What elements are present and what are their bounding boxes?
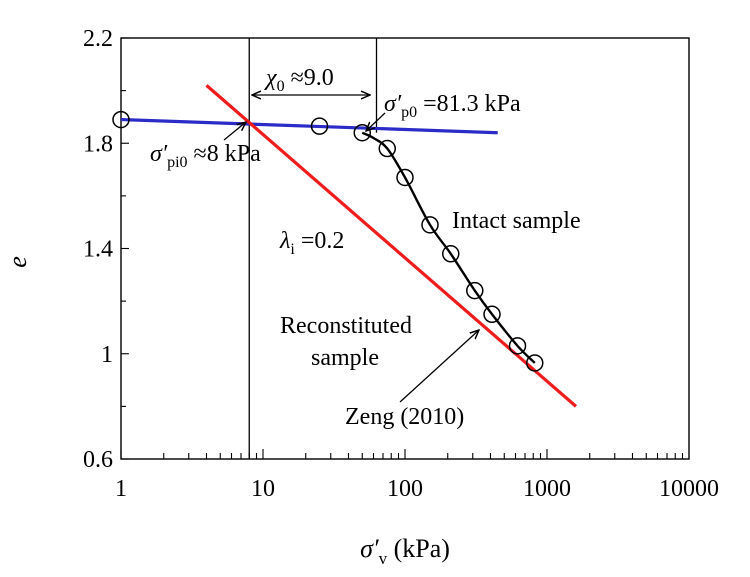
sigma-pi0-arrow [223, 122, 246, 141]
intact-sample-point [442, 245, 460, 263]
y-tick-label: 1.4 [83, 237, 113, 263]
intact-sample-point [378, 139, 397, 158]
sigma-p0-arrow [366, 112, 386, 131]
intact-sample-point [353, 123, 372, 142]
reconstituted-label-line2: sample [311, 345, 379, 371]
x-tick-label: 1000 [523, 476, 571, 502]
sigma-p0-annotation: σ′p0 =81.3 kPa [384, 91, 521, 121]
x-tick-label: 10000 [659, 476, 719, 502]
intact-sample-point [508, 337, 527, 355]
y-tick-label: 1 [101, 342, 113, 368]
blue-fit-line [120, 117, 498, 135]
zeng-arrow [399, 330, 479, 403]
intact-fit-curve [361, 131, 536, 364]
intact-sample-point [396, 168, 414, 187]
reconstituted-line [205, 84, 578, 408]
x-tick-label: 10 [251, 476, 275, 502]
data-markers [112, 110, 544, 372]
intact-sample-point [112, 110, 130, 129]
x-axis-title: σ′v (kPa) [360, 534, 450, 568]
intact-sample-point [483, 305, 501, 324]
y-tick-label: 1.8 [83, 131, 113, 157]
plot-frame [120, 37, 690, 460]
y-tick-label: 2.2 [83, 26, 113, 52]
reconstituted-label-line1: Reconstituted [280, 313, 412, 339]
lambda-annotation: λi =0.2 [279, 228, 344, 258]
intact-sample-point [466, 281, 484, 300]
chi-annotation: χ0 ≈9.0 [264, 65, 334, 95]
plot-area-border [120, 37, 690, 460]
axis-ticks [120, 37, 684, 460]
intact-sample-label: Intact sample [452, 208, 581, 234]
zeng-label: Zeng (2010) [345, 404, 464, 430]
sigma-pi0-annotation: σ′pi0 ≈8 kPa [150, 141, 261, 171]
annotations: χ0 ≈9.0 σ′p0 =81.3 kPa σ′pi0 ≈8 kPa λi =… [150, 65, 581, 430]
y-axis-title: e [3, 256, 32, 268]
x-tick-label: 100 [387, 476, 423, 502]
intact-sample-point [421, 216, 439, 234]
x-tick-label: 1 [115, 476, 127, 502]
intact-sample-point [310, 117, 329, 135]
intact-sample-point [526, 354, 544, 372]
y-tick-label: 0.6 [83, 447, 113, 473]
